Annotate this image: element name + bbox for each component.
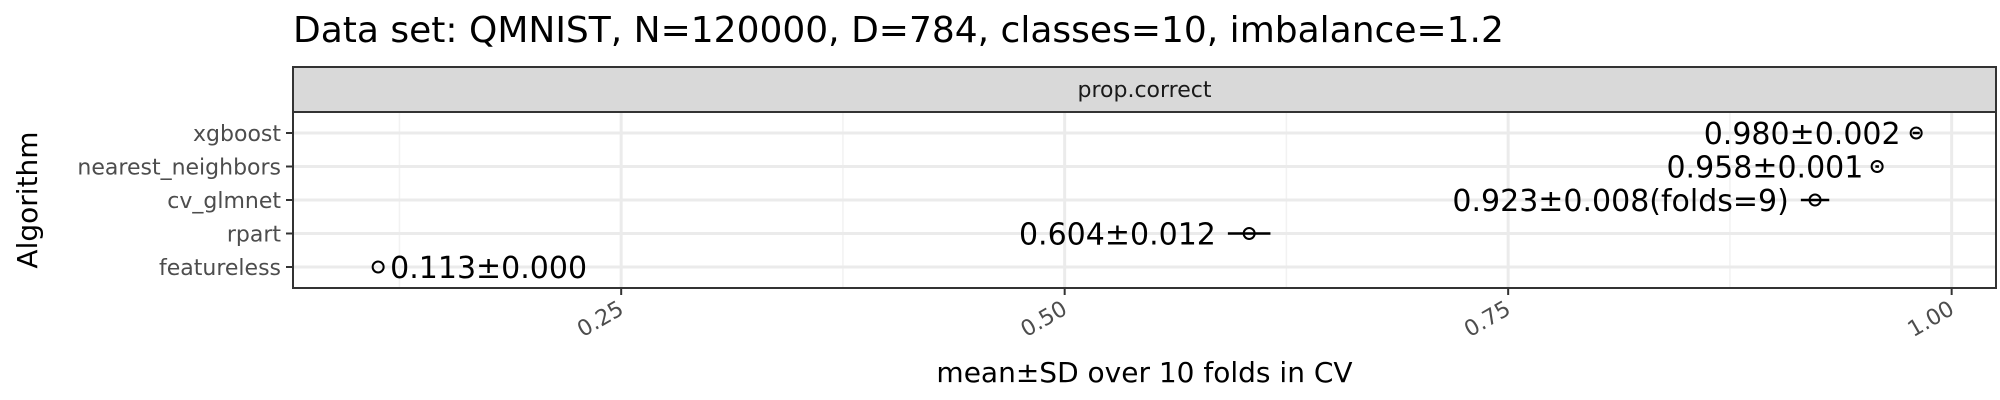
data-point (1909, 126, 1923, 140)
data-point (1242, 227, 1256, 240)
data-label: 0.604±0.012 (1019, 218, 1216, 253)
y-tick-label: xgboost (193, 122, 281, 147)
data-point (1870, 160, 1884, 173)
y-tick-label: featureless (159, 256, 281, 281)
chart-title: Data set: QMNIST, N=120000, D=784, class… (293, 10, 1504, 51)
x-tick-label: 0.25 (573, 297, 628, 343)
data-label: 0.980±0.002 (1704, 117, 1901, 152)
x-tick-label: 1.00 (1904, 297, 1959, 343)
data-point (371, 260, 385, 274)
x-axis-title: mean±SD over 10 folds in CV (936, 356, 1352, 389)
data-label: 0.923±0.008(folds=9) (1452, 184, 1788, 219)
data-point (1808, 193, 1822, 207)
x-tick-label: 0.50 (1017, 297, 1072, 343)
y-axis-title: Algorithm (11, 131, 44, 268)
facet-strip-label: prop.correct (1078, 78, 1212, 103)
facet-strip (292, 66, 1997, 113)
x-tick-label: 0.75 (1460, 297, 1515, 343)
y-tick-label: cv_glmnet (167, 189, 281, 214)
data-marks: 0.980±0.0020.958±0.0010.923±0.008(folds=… (371, 117, 1923, 286)
y-tick-label: rpart (227, 223, 282, 248)
y-tick-label: nearest_neighbors (77, 156, 281, 181)
data-label: 0.113±0.000 (390, 251, 587, 286)
x-axis: 0.25 0.50 0.75 1.00 (573, 288, 1959, 343)
data-label: 0.958±0.001 (1666, 151, 1863, 186)
grid-lines (293, 112, 1996, 288)
